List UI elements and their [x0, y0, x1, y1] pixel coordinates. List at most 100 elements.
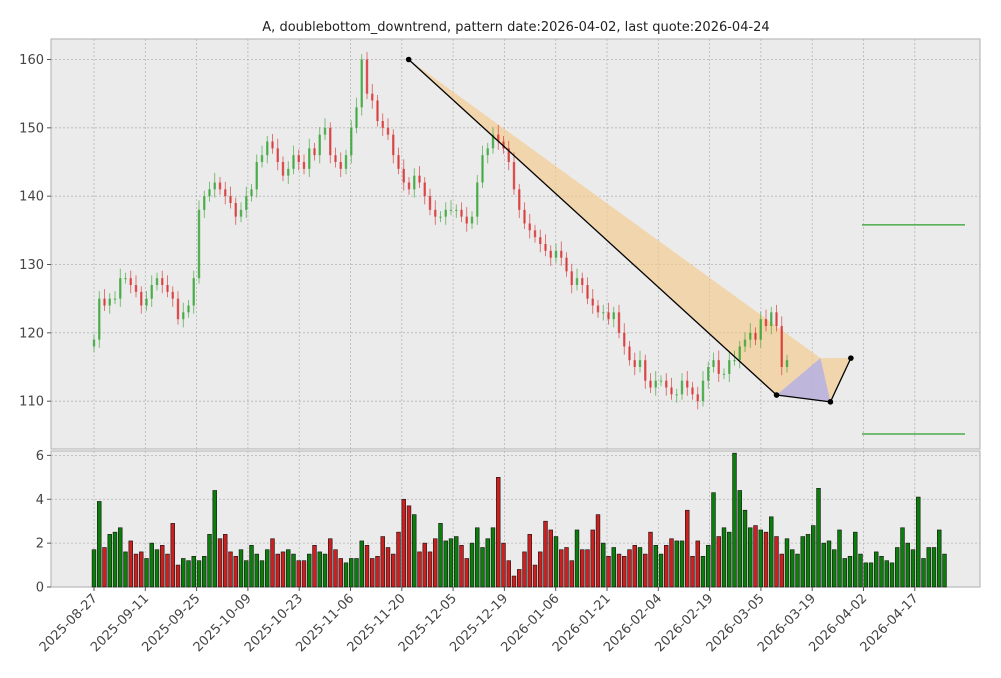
volume-bar [727, 531, 732, 588]
candle-body [355, 107, 358, 128]
volume-bar [354, 558, 359, 588]
candle-body [675, 394, 678, 396]
volume-bar [800, 536, 805, 588]
candle-body [98, 298, 101, 340]
volume-bar [406, 505, 412, 588]
price-y-tick-label: 120 [19, 326, 44, 341]
volume-bar [679, 540, 685, 588]
volume-bar [942, 553, 947, 588]
volume-bar [317, 551, 322, 588]
volume-bar [532, 564, 538, 588]
volume-bar [280, 551, 286, 588]
candle-body [302, 162, 306, 169]
volume-bar [868, 562, 874, 588]
candle-body [250, 189, 253, 197]
volume-bar [160, 545, 165, 588]
candle-body [649, 380, 652, 388]
volume-bar [433, 538, 438, 588]
candle-body [638, 360, 642, 367]
volume-bar [816, 487, 821, 588]
volume-bar [858, 553, 863, 588]
candle-body [239, 209, 243, 217]
candle-body [502, 141, 505, 149]
candle-body [717, 360, 720, 374]
candle-body [376, 100, 379, 121]
volume-bar [805, 534, 811, 588]
volume-bar [275, 553, 280, 588]
volume-bar [165, 553, 170, 588]
volume-bar [380, 536, 385, 588]
volume-bar [742, 509, 748, 588]
volume-bar [443, 540, 448, 588]
candle-body [549, 250, 552, 258]
volume-bar [522, 551, 527, 588]
volume-bar [606, 555, 611, 588]
volume-bar [580, 549, 585, 588]
volume-bar [102, 547, 107, 588]
candle-body [381, 121, 384, 128]
volume-bar [716, 536, 721, 588]
pattern-fills [408, 59, 851, 402]
volume-bar [595, 514, 601, 588]
volume-bar [291, 553, 296, 588]
candle-body [696, 394, 699, 402]
volume-bar [186, 560, 191, 588]
pattern-line [776, 394, 831, 403]
volume-bar [753, 525, 758, 588]
candle-body [423, 182, 426, 197]
candle-body [596, 305, 600, 313]
candle-body [397, 155, 400, 169]
volume-bar [112, 531, 118, 588]
candle-body [544, 244, 547, 251]
volume-bar [784, 538, 790, 588]
volume-bar [916, 496, 921, 588]
volume-bar [506, 560, 511, 588]
volume-bar [359, 540, 364, 588]
candle-body [560, 250, 563, 258]
volume-bar [485, 538, 490, 588]
candle-body [392, 134, 395, 156]
volume-bar [475, 527, 480, 588]
candle-body [670, 387, 673, 395]
level-lines [862, 224, 965, 435]
volume-bar [585, 549, 590, 588]
volume-bar [553, 536, 559, 588]
candle-body [171, 291, 174, 299]
candle-body [754, 332, 757, 340]
volume-bar [338, 558, 343, 588]
volume-bar [128, 540, 133, 588]
candle-body [617, 312, 621, 333]
volume-bar [301, 560, 307, 588]
candle-body [785, 360, 789, 367]
price-y-tick-label: 160 [19, 53, 44, 68]
candle-body [523, 209, 526, 224]
candle-body [659, 380, 663, 382]
candle-body [418, 175, 421, 183]
candle-body [413, 175, 416, 190]
volume-bar [821, 542, 826, 588]
volume-bar [627, 549, 632, 588]
volume-bar [191, 555, 196, 588]
volume-bar [469, 542, 475, 588]
volume-bar [790, 549, 795, 588]
volume-bar [758, 529, 763, 588]
volume-bar [196, 560, 202, 588]
volume-y-tick-label: 6 [36, 449, 44, 464]
candle-body [323, 127, 327, 135]
volume-bar [170, 523, 175, 588]
candle-body [470, 216, 474, 224]
volume-bar [343, 562, 349, 588]
volume-bar [427, 551, 433, 588]
candle-body [628, 346, 631, 361]
volume-bar [863, 562, 868, 588]
candle-body [192, 278, 195, 306]
volume-bar [616, 553, 622, 588]
volume-bar [921, 558, 926, 588]
volume-bar [391, 553, 396, 588]
candle-body [434, 209, 437, 217]
volume-bar [648, 531, 653, 588]
candle-body [586, 285, 589, 299]
volume-bar [564, 547, 569, 588]
candle-body [124, 278, 127, 280]
downtrend-fill [408, 59, 851, 402]
